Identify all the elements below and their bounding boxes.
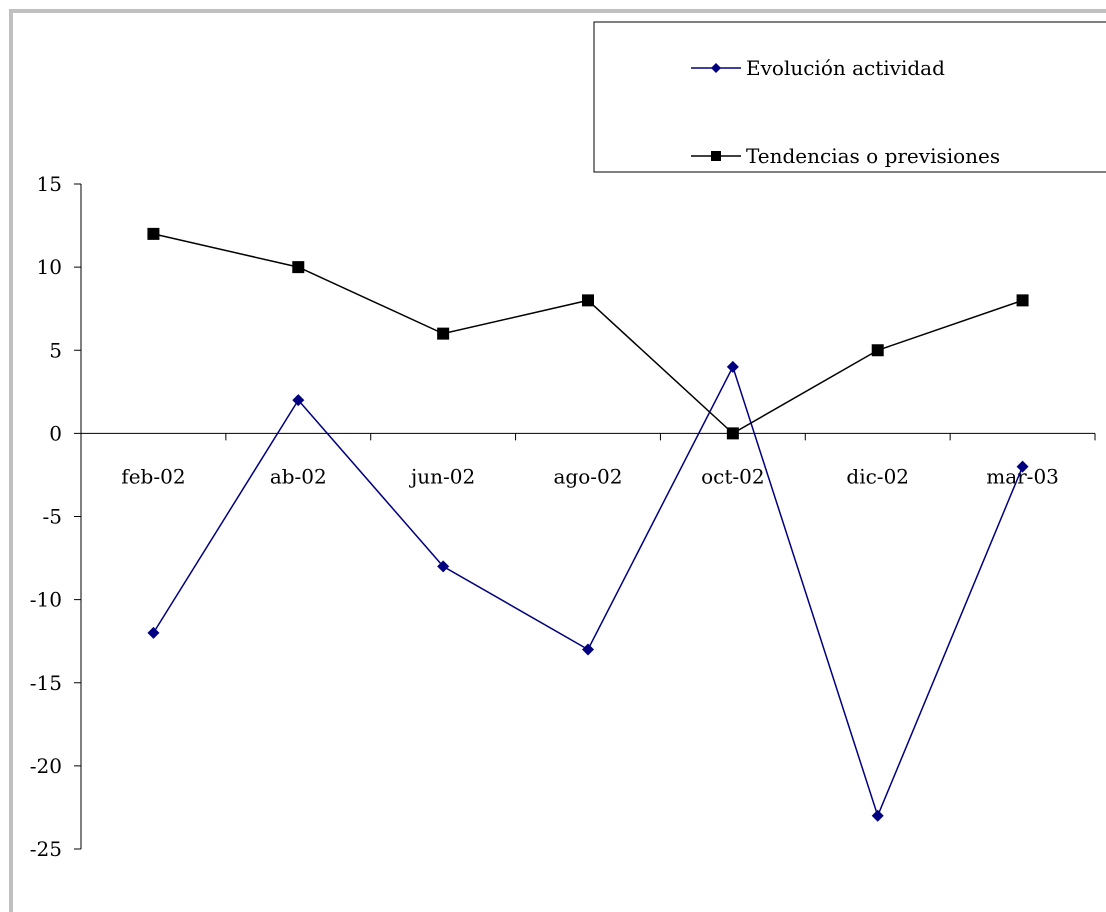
series-markers <box>147 227 1029 822</box>
y-tick-label: 10 <box>37 255 62 279</box>
y-tick-label: -25 <box>30 837 62 861</box>
legend-entry-evolucion: Evolución actividad <box>691 56 945 80</box>
legend-entry-tendencias: Tendencias o previsiones <box>691 144 1000 168</box>
y-tick-label: -5 <box>43 505 62 529</box>
x-tick-label: oct-02 <box>701 464 765 488</box>
data-point-square <box>292 261 305 274</box>
x-tick-label: feb-02 <box>121 464 185 488</box>
legend-box <box>593 21 1106 173</box>
x-tick-label: dic-02 <box>846 464 909 488</box>
legend-marker-diamond-icon <box>711 63 721 73</box>
data-point-diamond <box>726 360 739 373</box>
legend-label-tendencias: Tendencias o previsiones <box>746 144 1000 168</box>
data-point-diamond <box>1016 460 1029 473</box>
y-tick-label: 0 <box>49 421 62 445</box>
y-tick-label: -15 <box>30 671 62 695</box>
data-point-square <box>726 427 739 440</box>
y-tick-label: -20 <box>30 754 62 778</box>
legend-label-evolucion: Evolución actividad <box>746 56 945 80</box>
y-tick-labels: 15 10 5 0 -5 -10 -15 -20 -25 <box>30 172 62 861</box>
data-point-square <box>437 327 450 340</box>
data-point-diamond <box>437 560 450 573</box>
y-tick-label: 5 <box>49 338 62 362</box>
y-tick-label: -10 <box>30 588 62 612</box>
x-tick-label: jun-02 <box>409 464 475 488</box>
x-tick-label: ago-02 <box>554 464 623 488</box>
data-point-square <box>871 344 884 357</box>
data-point-diamond <box>582 643 594 656</box>
legend-marker-square-icon <box>711 151 721 161</box>
data-point-diamond <box>292 394 305 407</box>
data-point-square <box>147 227 160 240</box>
legend: Evolución actividad Tendencias o previsi… <box>593 21 1106 173</box>
data-point-diamond <box>871 809 884 822</box>
x-tick-label: ab-02 <box>270 464 327 488</box>
y-tick-label: 15 <box>37 172 62 196</box>
data-point-square <box>582 294 594 307</box>
data-point-square <box>1016 294 1029 307</box>
data-point-diamond <box>147 626 160 639</box>
axes <box>74 183 1096 850</box>
